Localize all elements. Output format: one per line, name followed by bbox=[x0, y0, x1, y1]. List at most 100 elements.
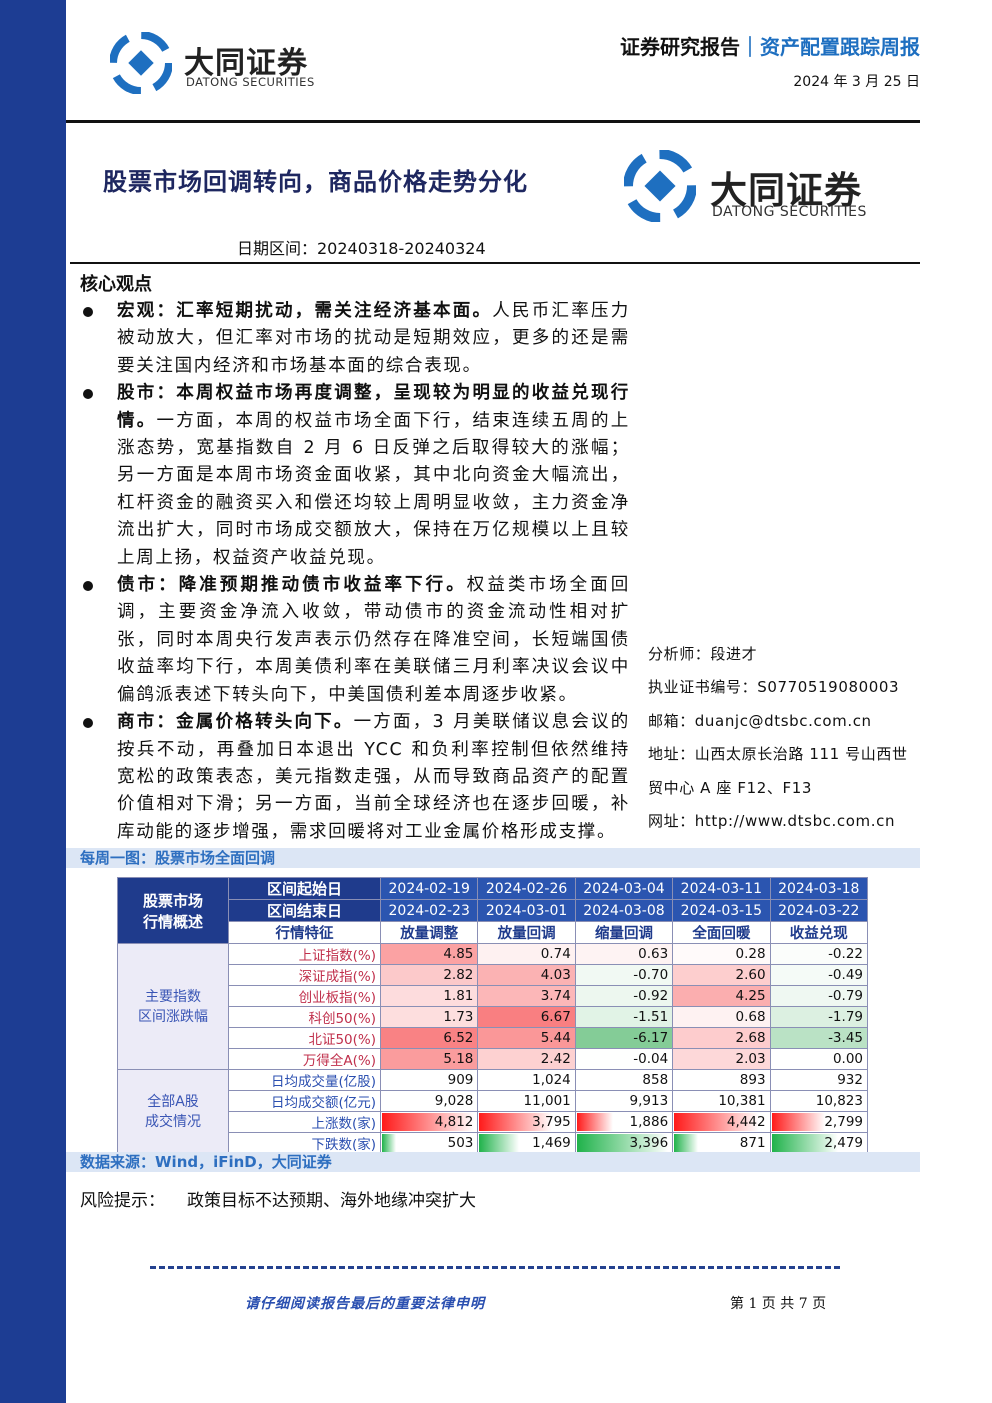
cell-value: 0.74 bbox=[540, 946, 571, 962]
analyst-line: 邮箱：duanjc@dtsbc.com.cn bbox=[648, 711, 872, 730]
view-text: 人民币汇率压力被动放大，但汇率对市场的扰动是短期效应，更多的还是需要关注国内经济… bbox=[117, 301, 630, 376]
date-range: 日期区间：20240318-20240324 bbox=[237, 239, 486, 258]
row-label: 区间起始日 bbox=[228, 877, 381, 900]
value-cell: 0.68 bbox=[672, 1006, 771, 1028]
logo-icon bbox=[110, 32, 172, 94]
report-title: 股票市场回调转向，商品价格走势分化 bbox=[103, 168, 528, 196]
row-label: 科创50(%) bbox=[228, 1006, 381, 1028]
feature-cell: 缩量回调 bbox=[574, 921, 674, 944]
value-cell: -0.49 bbox=[769, 964, 869, 986]
value-cell: 9,028 bbox=[379, 1090, 479, 1112]
cell-value: 6.52 bbox=[443, 1030, 474, 1046]
row-label: 万得全A(%) bbox=[228, 1048, 381, 1070]
cell-line: 股票市场 bbox=[142, 891, 203, 910]
data-bar bbox=[771, 1113, 825, 1131]
cell-value: 11,001 bbox=[523, 1093, 571, 1109]
cell-value: 858 bbox=[642, 1072, 669, 1088]
value-cell: 893 bbox=[672, 1069, 771, 1091]
cell-value: 871 bbox=[739, 1135, 766, 1151]
value-cell: 10,381 bbox=[672, 1090, 771, 1112]
view-item: 债市：降准预期推动债市收益率下行。权益类市场全面回调，主要资金净流入收敛，带动债… bbox=[83, 572, 630, 709]
cell-line: 全部A股 bbox=[147, 1093, 199, 1110]
cell-value: 2,479 bbox=[824, 1135, 863, 1151]
value-cell: 10,823 bbox=[769, 1090, 869, 1112]
cell-value: 3.74 bbox=[540, 988, 571, 1004]
table-row: 科创50(%) 1.73 6.67 -1.51 0.68 -1.79 bbox=[118, 1006, 869, 1028]
row-label: 上证指数(%) bbox=[228, 943, 381, 965]
date-cell: 2024-02-19 bbox=[379, 877, 479, 900]
report-type: 证券研究报告 bbox=[620, 35, 740, 59]
value-cell: 4.03 bbox=[477, 964, 576, 986]
value-cell: -1.51 bbox=[574, 1006, 674, 1028]
value-cell: 2.60 bbox=[672, 964, 771, 986]
cell-value: -3.45 bbox=[828, 1030, 863, 1046]
value-cell: -0.92 bbox=[574, 985, 674, 1007]
value-cell: 4,812 bbox=[379, 1111, 479, 1133]
value-cell: 3.74 bbox=[477, 985, 576, 1007]
rule bbox=[70, 262, 920, 264]
cell-value: 3,795 bbox=[532, 1114, 571, 1130]
value-cell: 932 bbox=[769, 1069, 869, 1091]
cell-value: 0.28 bbox=[735, 946, 766, 962]
value-cell: 2,479 bbox=[769, 1132, 869, 1154]
date-cell: 2024-03-18 bbox=[769, 877, 869, 900]
page-number: 第 1 页 共 7 页 bbox=[730, 1296, 827, 1312]
cell-value: -1.79 bbox=[828, 1009, 863, 1025]
view-lead: 宏观：汇率短期扰动，需关注经济基本面。 bbox=[117, 301, 493, 321]
group-cell: 主要指数 区间涨跌幅 bbox=[117, 943, 229, 1070]
report-header: 证券研究报告｜资产配置跟踪周报 bbox=[620, 31, 920, 60]
report-series: 资产配置跟踪周报 bbox=[760, 35, 920, 59]
cell-value: 6.67 bbox=[540, 1009, 571, 1025]
legal-notice: 请仔细阅读报告最后的重要法律申明 bbox=[245, 1296, 485, 1312]
date-cell: 2024-03-15 bbox=[672, 899, 771, 922]
cell-value: 4,812 bbox=[434, 1114, 474, 1130]
logo-text: 大同证券 bbox=[710, 169, 862, 212]
value-cell: 909 bbox=[379, 1069, 479, 1091]
row-label: 深证成指(%) bbox=[228, 964, 381, 986]
value-cell: 0.63 bbox=[574, 943, 674, 965]
market-table: 股票市场 行情概述 区间起始日 2024-02-19 2024-02-26 2024-03… bbox=[117, 877, 869, 1154]
cell-value: 2.42 bbox=[540, 1051, 571, 1067]
cell-value: -0.92 bbox=[633, 988, 669, 1004]
view-item: 宏观：汇率短期扰动，需关注经济基本面。人民币汇率压力被动放大，但汇率对市场的扰动… bbox=[83, 298, 630, 380]
table-row: 日均成交额(亿元) 9,028 11,001 9,913 10,381 10,823 bbox=[118, 1090, 869, 1112]
cell-value: 4,442 bbox=[726, 1114, 766, 1130]
cell-value: 1,024 bbox=[532, 1072, 571, 1088]
view-item: 商市：金属价格转头向下。一方面，3 月美联储议息会议的按兵不动，再叠加日本退出 … bbox=[83, 709, 630, 846]
cell-value: 2.03 bbox=[735, 1051, 766, 1067]
report-date: 2024 年 3 月 25 日 bbox=[793, 74, 920, 90]
value-cell: 4,442 bbox=[672, 1111, 771, 1133]
risk-label: 风险提示： bbox=[80, 1191, 165, 1211]
row-label: 日均成交额(亿元) bbox=[228, 1090, 381, 1112]
cell-value: 9,913 bbox=[629, 1093, 669, 1109]
section-heading: 核心观点 bbox=[80, 274, 152, 295]
value-cell: 0.28 bbox=[672, 943, 771, 965]
value-cell: 11,001 bbox=[477, 1090, 576, 1112]
data-bar bbox=[674, 1113, 759, 1131]
figure-caption: 每周一图：股票市场全面回调 bbox=[66, 848, 920, 868]
value-cell: 6.67 bbox=[477, 1006, 576, 1028]
cell-value: -1.51 bbox=[633, 1009, 669, 1025]
table-row: 下跌数(家) 503 1,469 3,396 871 2,479 bbox=[118, 1132, 869, 1154]
separator: ｜ bbox=[740, 35, 760, 59]
value-cell: -0.70 bbox=[574, 964, 674, 986]
cell-value: 0.68 bbox=[735, 1009, 766, 1025]
data-source: 数据来源：Wind，iFinD，大同证券 bbox=[66, 1152, 920, 1172]
cell-value: -0.22 bbox=[828, 946, 863, 962]
view-item: 股市：本周权益市场再度调整，呈现较为明显的收益兑现行情。一方面，本周的权益市场全… bbox=[83, 380, 630, 572]
cell-value: 0.63 bbox=[638, 946, 669, 962]
feature-cell: 收益兑现 bbox=[769, 921, 869, 944]
value-cell: -0.04 bbox=[574, 1048, 674, 1070]
value-cell: 0.00 bbox=[769, 1048, 869, 1070]
cell-value: 0.00 bbox=[832, 1051, 863, 1067]
cell-line: 成交情况 bbox=[145, 1113, 201, 1130]
value-cell: 1,886 bbox=[574, 1111, 674, 1133]
data-bar bbox=[576, 1134, 669, 1152]
cell-value: -6.17 bbox=[633, 1030, 669, 1046]
value-cell: 1,469 bbox=[477, 1132, 576, 1154]
logo-icon bbox=[624, 150, 696, 222]
value-cell: 2.82 bbox=[379, 964, 479, 986]
divider bbox=[150, 1266, 840, 1269]
cell-value: 4.25 bbox=[735, 988, 766, 1004]
logo-subtext: DATONG SECURITIES bbox=[186, 75, 315, 89]
